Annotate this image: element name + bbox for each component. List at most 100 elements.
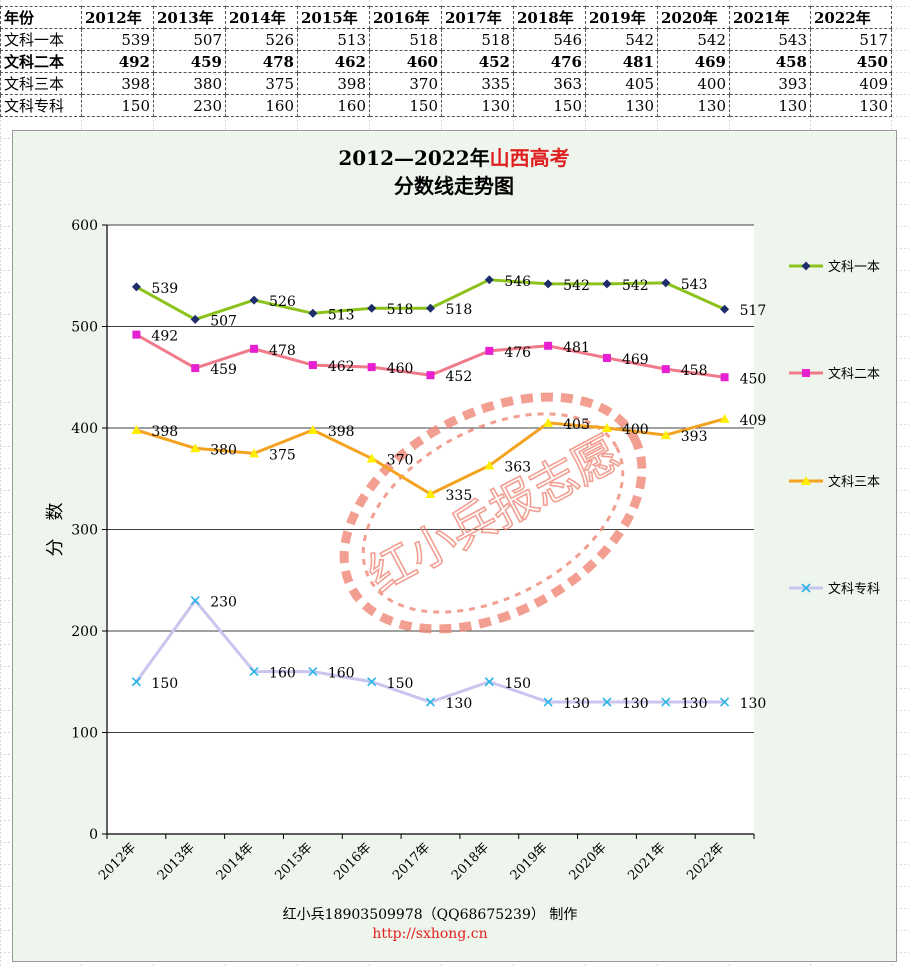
table-cell: 542 (657, 28, 730, 51)
data-point (602, 697, 612, 707)
data-point (544, 341, 553, 350)
data-point (720, 373, 729, 382)
y-tick-label: 500 (71, 320, 98, 336)
data-label: 160 (269, 666, 296, 682)
table-cell: 150 (81, 94, 154, 117)
data-label: 481 (563, 340, 590, 356)
data-point (543, 697, 553, 707)
y-tick-label: 0 (89, 827, 98, 843)
data-label: 400 (622, 422, 649, 438)
data-label: 546 (504, 274, 531, 290)
data-point (720, 304, 730, 314)
data-point (249, 448, 260, 458)
y-tick-label: 200 (71, 624, 98, 640)
chart-subtitle: 分数线走势图 (394, 174, 514, 198)
table-header-row: 年份 2012年 2013年 2014年 2015年 2016年 2017年 2018年 201… (0, 6, 892, 29)
table-cell: 452 (441, 50, 514, 73)
data-point (801, 476, 811, 485)
table-cell: 398 (297, 72, 370, 95)
table-header-cell: 2017年 (441, 6, 514, 29)
data-point (190, 595, 200, 606)
table-header-cell: 2018年 (513, 6, 586, 29)
data-point (719, 413, 730, 423)
table-cell: 450 (810, 50, 892, 73)
data-label: 517 (740, 303, 767, 319)
x-tick-label: 2021年 (625, 840, 668, 883)
table-cell: 460 (369, 50, 442, 73)
data-point (543, 279, 553, 289)
data-point (425, 488, 436, 498)
chart-title: 2012—2022年山西高考 (338, 146, 569, 170)
data-label: 478 (269, 343, 296, 359)
data-point (484, 460, 495, 470)
table-cell: 393 (729, 72, 811, 95)
table-cell: 398 (81, 72, 154, 95)
x-tick-label: 2022年 (684, 840, 727, 883)
table-cell: 230 (153, 94, 226, 117)
data-label: 460 (387, 361, 414, 377)
table-cell: 542 (585, 28, 658, 51)
table-cell: 370 (369, 72, 442, 95)
data-point (131, 282, 141, 292)
table-row-label: 文科专科 (0, 94, 82, 117)
stamp-outer-ring (339, 392, 647, 634)
data-label: 518 (446, 302, 473, 318)
data-label: 230 (210, 595, 237, 611)
data-point (660, 430, 671, 440)
table-cell: 492 (81, 50, 154, 73)
legend-label: 文科一本 (828, 260, 880, 275)
y-axis-label: 分 数 (45, 503, 66, 557)
y-tick-label: 100 (71, 726, 98, 742)
data-point (601, 423, 612, 432)
table-row-label: 文科一本 (0, 28, 82, 51)
data-label: 363 (504, 460, 531, 476)
data-point (661, 365, 670, 374)
data-label: 507 (210, 313, 237, 329)
x-tick-label: 2012年 (96, 840, 139, 883)
data-label: 409 (740, 413, 767, 429)
x-tick-label: 2018年 (449, 840, 492, 883)
data-point (249, 295, 259, 305)
table-row: 文科三本 398 380 375 398 370 335 363 405 400 393 409 (0, 72, 892, 95)
series-3: 398 380 375 398 370 335 363 405 400 393 409 (131, 413, 766, 504)
table-cell: 517 (810, 28, 892, 51)
data-label: 518 (387, 302, 414, 318)
data-label: 542 (563, 278, 590, 294)
data-label: 458 (681, 363, 708, 379)
data-label: 130 (681, 696, 708, 712)
data-point (366, 453, 377, 463)
table-header-cell: 2014年 (225, 6, 298, 29)
data-label: 393 (681, 429, 708, 445)
data-label: 539 (151, 281, 178, 297)
data-point (131, 425, 142, 435)
data-point (661, 697, 671, 707)
table-row: 文科二本 492 459 478 462 460 452 476 481 469 458 450 (0, 50, 892, 73)
table-cell: 469 (657, 50, 730, 73)
data-label: 398 (328, 424, 355, 440)
table-cell: 405 (585, 72, 658, 95)
data-label: 130 (622, 696, 649, 712)
data-point (426, 303, 435, 313)
data-point (367, 303, 377, 313)
table-cell: 526 (225, 28, 298, 51)
y-tick-label: 300 (71, 523, 98, 539)
y-tick-label: 600 (71, 218, 98, 234)
data-label: 543 (681, 277, 708, 293)
x-tick-label: 2017年 (390, 840, 433, 883)
data-label: 405 (563, 417, 590, 433)
data-point (191, 364, 200, 373)
table-header-cell: 年份 (0, 6, 82, 29)
table-cell: 130 (657, 94, 730, 117)
chart-footer-credit: 红小兵18903509978（QQ68675239） 制作 (283, 907, 578, 923)
data-point (484, 677, 494, 687)
table-cell: 150 (513, 94, 586, 117)
table-cell: 160 (297, 94, 370, 117)
legend-item: 文科三本 (789, 475, 880, 490)
table-header-cell: 2019年 (585, 6, 658, 29)
legend-item: 文科专科 (789, 582, 880, 597)
table-cell: 160 (225, 94, 298, 117)
score-table: 年份 2012年 2013年 2014年 2015年 2016年 2017年 2018年 201… (0, 6, 892, 117)
data-point (661, 278, 671, 288)
table-header-cell: 2015年 (297, 6, 370, 29)
table-cell: 459 (153, 50, 226, 73)
